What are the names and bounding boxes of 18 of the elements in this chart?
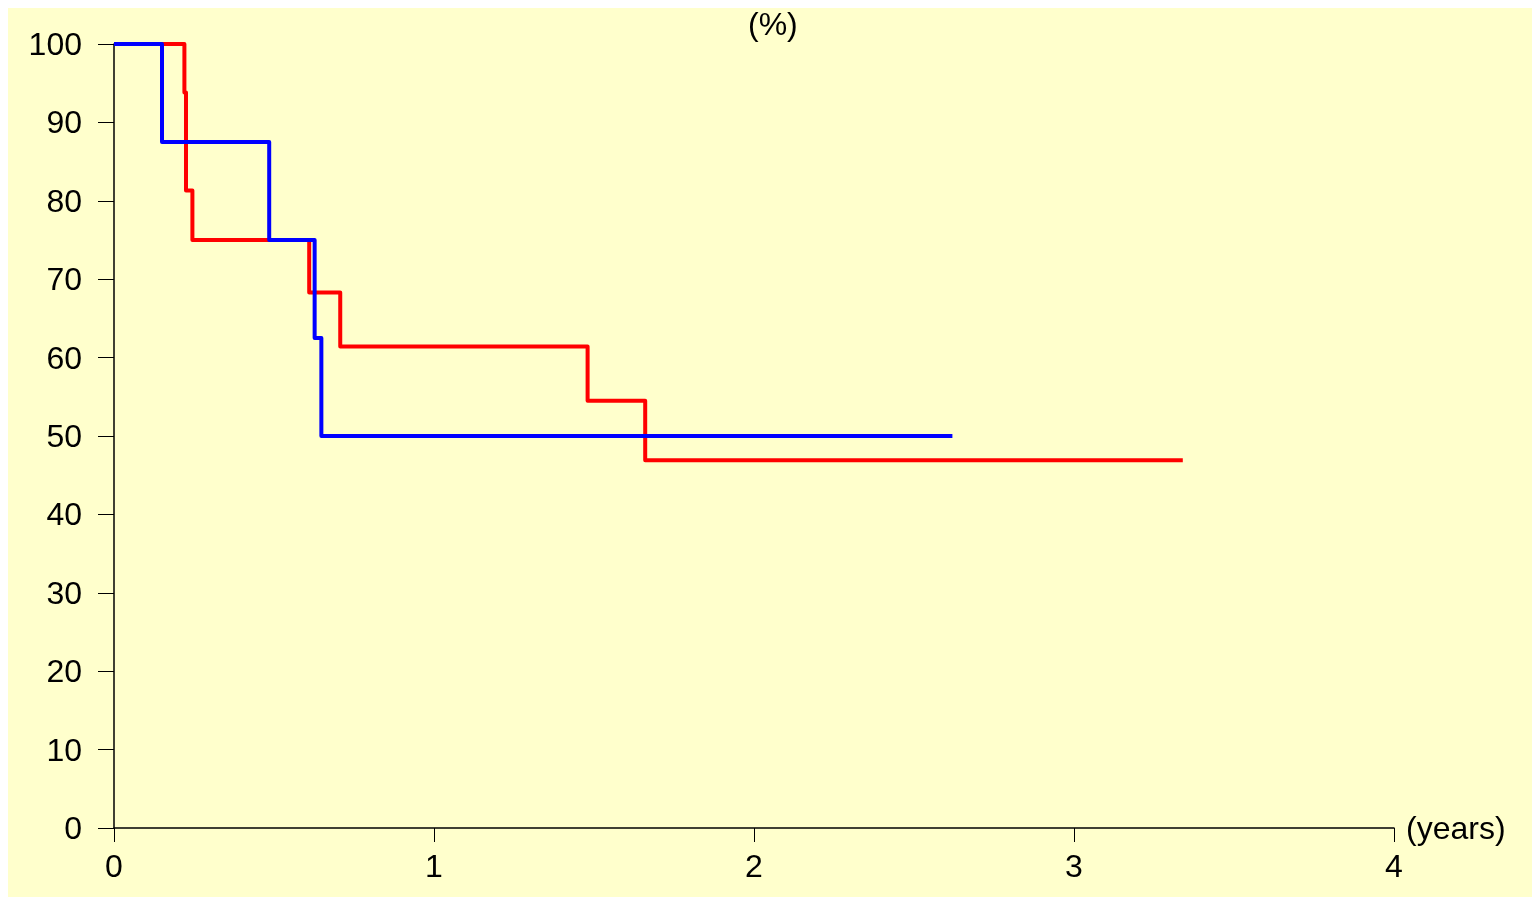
y-tick-label: 10 [46, 731, 82, 768]
y-tick-label: 20 [46, 653, 82, 690]
y-axis-title: (%) [748, 6, 798, 42]
x-tick-label: 0 [105, 848, 123, 884]
y-tick-label: 40 [46, 496, 82, 533]
y-tick-label: 90 [46, 104, 82, 141]
y-tick-label: 30 [46, 574, 82, 611]
y-tick-label: 70 [46, 261, 82, 298]
y-tick-label: 60 [46, 339, 82, 376]
x-tick-label: 4 [1385, 848, 1403, 884]
x-tick-label: 3 [1065, 848, 1083, 884]
x-axis-title: (years) [1406, 810, 1506, 846]
y-tick-label: 50 [46, 418, 82, 454]
x-tick-label: 2 [745, 848, 763, 884]
y-tick-label: 0 [64, 810, 82, 846]
x-tick-label: 1 [425, 848, 443, 884]
y-tick-label: 100 [28, 26, 82, 62]
y-tick-label: 80 [46, 182, 82, 219]
